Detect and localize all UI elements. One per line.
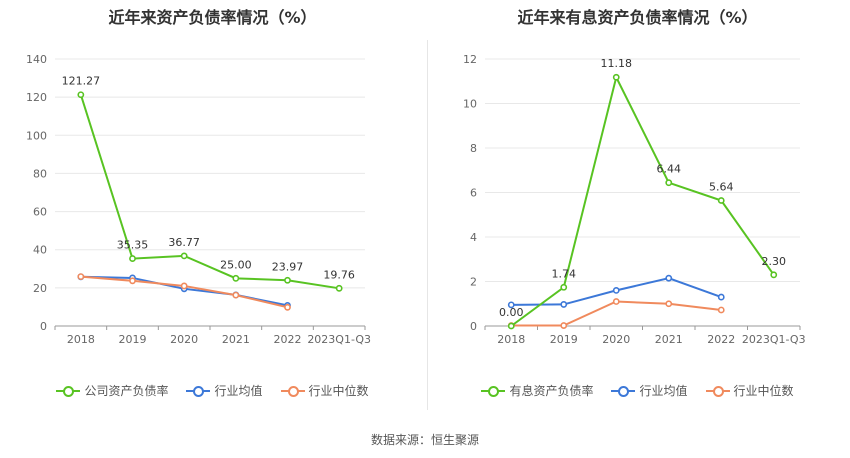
legend-item-industry-avg[interactable]: 行业均值 bbox=[186, 382, 263, 399]
data-point-company bbox=[770, 271, 778, 279]
chart-title: 近年来有息资产负债率情况（%） bbox=[517, 8, 758, 27]
data-point-company bbox=[335, 284, 343, 292]
data-point-company bbox=[284, 276, 291, 284]
legend-label: 行业均值 bbox=[214, 384, 263, 398]
data-point-company bbox=[180, 252, 188, 260]
x-tick-label: 2021 bbox=[655, 333, 683, 346]
data-point-company bbox=[612, 73, 620, 81]
data-label: 5.64 bbox=[709, 181, 734, 194]
data-point-industry_avg bbox=[665, 274, 673, 282]
y-tick-label: 4 bbox=[470, 231, 477, 244]
y-tick-label: 100 bbox=[26, 129, 47, 142]
debt-ratio-chart: 近年来资产负债率情况（%） 0 20 40 60 80 100 120 140 2018 2019… bbox=[0, 0, 425, 410]
data-label: 35.35 bbox=[117, 239, 149, 252]
data-point-company bbox=[129, 255, 136, 262]
y-tick-label: 60 bbox=[33, 206, 47, 219]
data-label: 121.27 bbox=[62, 75, 101, 88]
data-label: 2.30 bbox=[762, 255, 787, 268]
data-point-company bbox=[507, 322, 515, 330]
data-point-industry_median bbox=[129, 277, 136, 285]
data-point-industry_median bbox=[232, 291, 240, 299]
data-point-industry_median bbox=[612, 298, 620, 305]
x-tick-label: 2021 bbox=[222, 333, 250, 346]
data-label: 11.18 bbox=[601, 57, 633, 70]
data-point-company bbox=[232, 274, 240, 282]
data-point-industry_avg bbox=[507, 301, 515, 309]
legend-label: 公司资产负债率 bbox=[84, 384, 169, 398]
y-tick-label: 8 bbox=[470, 142, 477, 155]
legend-item-company[interactable]: 公司资产负债率 bbox=[56, 382, 168, 399]
data-point-company bbox=[665, 179, 673, 187]
chart-legend: 有息资产负债率 行业均值 行业中位数 bbox=[425, 382, 850, 399]
chart-plot-area: 0 20 40 60 80 100 120 140 2018 2019 2020 2021 2022 20… bbox=[26, 53, 371, 346]
x-tick-label: 2020 bbox=[602, 333, 630, 346]
x-tick-label: 2020 bbox=[170, 333, 198, 346]
x-tick-label: 2018 bbox=[497, 333, 525, 346]
data-point-company bbox=[717, 197, 725, 204]
x-tick-label: 2019 bbox=[550, 333, 578, 346]
y-tick-label: 140 bbox=[26, 53, 47, 66]
data-label: 36.77 bbox=[168, 236, 200, 249]
data-point-industry_median bbox=[717, 306, 725, 314]
y-tick-label: 10 bbox=[463, 98, 477, 111]
legend-item-industry-median[interactable]: 行业中位数 bbox=[280, 382, 369, 399]
data-label: 23.97 bbox=[272, 260, 304, 273]
data-point-industry_median bbox=[180, 282, 188, 290]
data-point-industry_avg bbox=[560, 301, 568, 308]
legend-line-icon bbox=[705, 385, 730, 397]
legend-label: 行业中位数 bbox=[733, 384, 794, 398]
panel-divider bbox=[427, 40, 428, 410]
x-tick-label: 2019 bbox=[119, 333, 147, 346]
legend-label: 有息资产负债率 bbox=[509, 384, 594, 398]
data-point-company bbox=[560, 283, 568, 291]
legend-line-icon bbox=[186, 385, 211, 397]
y-tick-label: 12 bbox=[463, 53, 477, 66]
data-point-industry_median bbox=[665, 300, 673, 308]
x-tick-label: 2023Q1-Q3 bbox=[742, 333, 806, 346]
data-point-company bbox=[77, 91, 85, 99]
legend-line-icon bbox=[56, 385, 81, 397]
y-tick-label: 80 bbox=[33, 167, 47, 180]
legend-line-icon bbox=[280, 385, 305, 397]
x-tick-label: 2022 bbox=[707, 333, 735, 346]
legend-line-icon bbox=[611, 385, 636, 397]
data-label: 0.00 bbox=[499, 306, 524, 319]
data-point-industry_median bbox=[284, 303, 291, 311]
legend-label: 行业均值 bbox=[639, 384, 688, 398]
x-tick-label: 2023Q1-Q3 bbox=[307, 333, 371, 346]
legend-line-icon bbox=[481, 385, 506, 397]
data-point-industry_median bbox=[560, 322, 568, 329]
data-label: 6.44 bbox=[657, 163, 682, 176]
data-point-industry_avg bbox=[717, 293, 725, 301]
y-tick-label: 0 bbox=[40, 320, 47, 333]
legend-item-industry-avg[interactable]: 行业均值 bbox=[611, 382, 688, 399]
y-tick-label: 2 bbox=[470, 276, 477, 289]
legend-item-industry-median[interactable]: 行业中位数 bbox=[705, 382, 794, 399]
y-tick-label: 0 bbox=[470, 320, 477, 333]
y-tick-label: 6 bbox=[470, 187, 477, 200]
x-tick-label: 2022 bbox=[274, 333, 302, 346]
legend-item-company[interactable]: 有息资产负债率 bbox=[481, 382, 593, 399]
chart-title: 近年来资产负债率情况（%） bbox=[108, 8, 317, 27]
y-tick-label: 20 bbox=[33, 282, 47, 295]
data-point-industry_median bbox=[77, 273, 85, 281]
y-tick-label: 40 bbox=[33, 244, 47, 257]
interest-debt-ratio-chart: 近年来有息资产负债率情况（%） 0 2 4 6 8 10 12 2018 2019 2020 202… bbox=[425, 0, 850, 410]
chart-legend: 公司资产负债率 行业均值 行业中位数 bbox=[0, 382, 425, 399]
series-line-company bbox=[510, 74, 775, 327]
data-label: 25.00 bbox=[220, 258, 252, 271]
data-source: 数据来源：恒生聚源 bbox=[370, 433, 479, 447]
series-line-company bbox=[79, 94, 340, 290]
chart-plot-area: 0 2 4 6 8 10 12 2018 2019 2020 2021 2022 2023Q1-Q3 0.… bbox=[463, 53, 806, 346]
legend-label: 行业中位数 bbox=[308, 384, 369, 398]
data-label: 19.76 bbox=[323, 268, 355, 281]
y-tick-label: 120 bbox=[26, 91, 47, 104]
x-tick-label: 2018 bbox=[67, 333, 95, 346]
data-label: 1.74 bbox=[552, 267, 577, 280]
data-point-industry_avg bbox=[612, 286, 620, 294]
